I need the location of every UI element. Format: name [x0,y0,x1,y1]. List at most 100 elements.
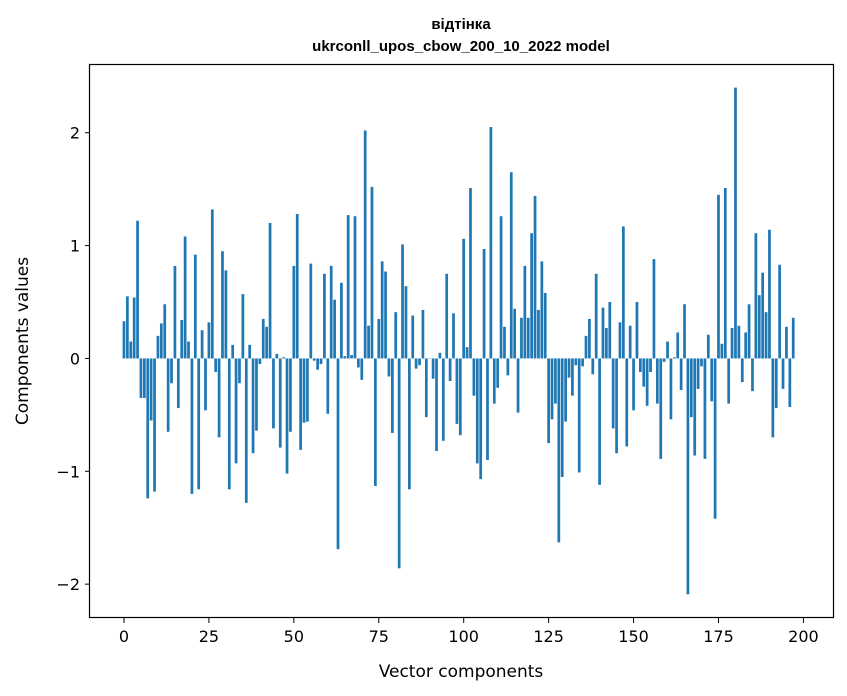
bar-component-2 [129,341,133,359]
bar-component-28 [217,358,221,438]
bar-component-33 [234,358,238,464]
bar-component-142 [605,327,608,359]
bar-component-106 [482,248,486,359]
bar-component-78 [387,358,391,377]
bar-component-197 [791,317,795,359]
x-tick-label: 25 [199,627,219,646]
bar-component-75 [377,318,381,359]
x-tick-label: 50 [284,627,304,646]
bar-component-120 [530,233,533,359]
bar-component-103 [472,358,476,396]
bar-component-55 [309,263,313,359]
bar-component-133 [574,358,578,366]
bar-component-105 [479,358,483,480]
bar-component-42 [265,326,269,359]
bar-component-140 [598,358,601,485]
bar-component-26 [210,209,214,359]
x-tick-label: 150 [618,627,649,646]
chart-title-line-2: ukrconll_upos_cbow_200_10_2022 model [312,38,610,55]
bar-component-154 [645,358,649,406]
bar-component-37 [248,344,252,359]
y-tick-label: 2 [70,124,80,143]
bar-component-121 [533,195,537,359]
bar-component-27 [214,358,218,372]
bar-component-158 [659,358,663,459]
bar-component-130 [564,358,567,422]
bar-component-147 [622,226,625,359]
bar-component-54 [306,358,309,422]
bar-component-128 [557,358,561,543]
bar-component-23 [200,330,204,359]
bar-component-19 [187,341,190,359]
bar-component-109 [492,358,496,404]
x-tick-label: 75 [369,627,389,646]
bar-component-169 [696,358,700,389]
bar-component-137 [588,318,591,359]
bar-component-176 [720,343,724,359]
bar-component-141 [601,307,605,359]
bar-component-51 [295,213,299,359]
bar-component-100 [462,238,466,359]
bar-component-14 [170,358,173,384]
bars-group [122,87,795,595]
bar-component-36 [244,358,248,503]
bar-component-160 [666,341,669,359]
bar-component-21 [193,254,197,359]
bar-component-134 [577,358,581,473]
bar-component-150 [632,358,635,411]
bar-component-172 [706,334,710,359]
bar-component-107 [486,358,489,460]
bar-component-81 [397,358,401,569]
bar-component-195 [785,326,788,359]
bar-component-89 [424,358,428,418]
x-tick-label: 125 [533,627,564,646]
bar-component-4 [136,220,139,359]
bar-component-156 [652,259,656,359]
bar-component-80 [394,312,398,359]
bar-component-94 [441,358,445,441]
bar-component-32 [231,344,235,359]
bar-component-91 [431,358,435,379]
bar-component-126 [550,358,554,420]
y-tick-label: 1 [70,237,80,256]
bar-component-0 [122,321,126,359]
bar-component-187 [757,295,761,359]
bar-component-77 [384,271,387,359]
bar-component-57 [316,358,319,370]
bar-component-178 [727,358,731,404]
bar-component-18 [183,236,187,359]
bar-component-192 [774,358,778,409]
plot-frame [88,63,835,619]
bar-component-155 [649,358,652,372]
bar-component-174 [713,358,717,519]
bar-component-123 [540,261,544,359]
bar-component-9 [153,358,156,492]
bar-component-124 [543,292,547,359]
bar-component-31 [227,358,231,490]
bar-component-143 [608,302,612,359]
bar-component-185 [751,358,754,392]
bar-component-115 [513,308,517,359]
chart-title-line-1: відтінка [431,16,491,33]
y-tick-label: 0 [70,349,80,368]
bar-component-165 [683,304,686,359]
bar-component-171 [703,358,707,459]
bar-component-73 [370,186,374,359]
bar-component-20 [190,358,194,494]
bar-component-191 [771,358,775,438]
bar-component-159 [662,358,666,362]
bar-component-139 [594,273,598,359]
bar-component-98 [455,358,459,424]
bar-component-190 [768,229,771,359]
bar-component-66 [346,215,350,359]
bar-component-50 [292,265,296,359]
bar-component-188 [761,272,765,359]
y-axis-ticks: −2 −1 0 1 2 [56,124,90,594]
bar-component-15 [173,265,177,359]
bar-component-39 [255,358,258,431]
bar-component-95 [445,273,449,359]
bar-component-58 [319,358,323,365]
bar-component-68 [353,216,357,359]
bar-component-97 [452,313,455,359]
bar-component-135 [581,358,584,367]
